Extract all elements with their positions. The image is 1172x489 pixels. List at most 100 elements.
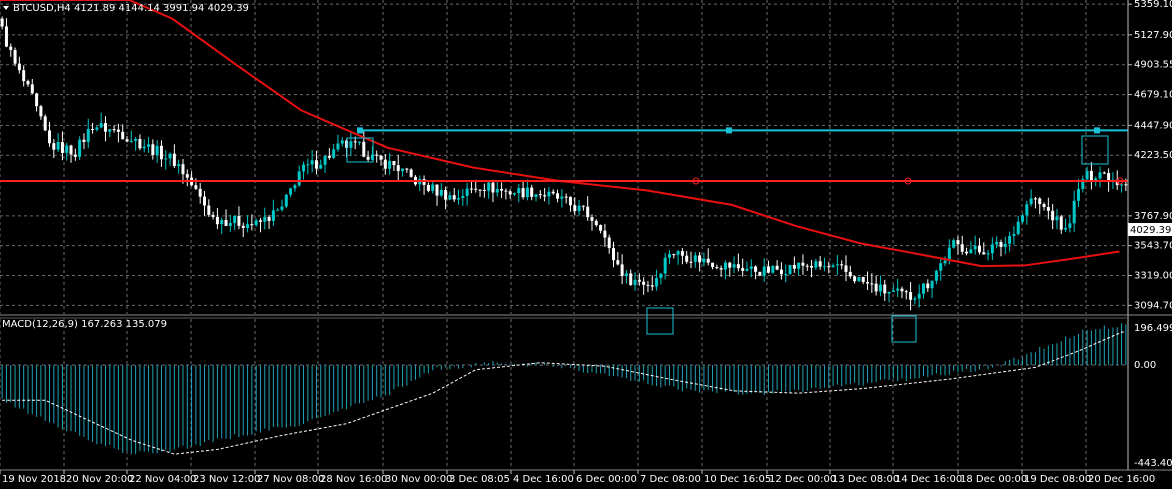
candle-bull bbox=[934, 270, 938, 281]
candle-bear bbox=[616, 260, 620, 265]
candle-bear bbox=[185, 174, 189, 178]
highlight-box-3[interactable] bbox=[646, 307, 674, 335]
candle-bear bbox=[874, 283, 878, 292]
candle-bull bbox=[1025, 204, 1029, 216]
candle-bear bbox=[728, 262, 732, 268]
moving-average-polyline bbox=[0, 0, 1120, 268]
candle-bear bbox=[383, 159, 387, 169]
candle-bear bbox=[435, 184, 439, 196]
candle-bear bbox=[500, 188, 504, 191]
candle-bull bbox=[323, 155, 327, 165]
time-label-1: 20 Nov 20:00 bbox=[66, 474, 133, 485]
candle-bull bbox=[276, 209, 280, 211]
horizontal-lines[interactable] bbox=[0, 127, 1128, 185]
macd-info: MACD(12,26,9) 167.263 135.079 bbox=[2, 319, 167, 330]
candle-bear bbox=[52, 143, 56, 150]
candle-bull bbox=[732, 264, 736, 268]
macd-label-0: 196.499 bbox=[1134, 323, 1172, 334]
macd-label-1: 0.00 bbox=[1134, 360, 1156, 371]
candle-bull bbox=[822, 266, 826, 268]
candle-bear bbox=[48, 130, 52, 144]
candle-bull bbox=[1029, 198, 1033, 205]
candle-bear bbox=[1059, 216, 1063, 230]
candle-bear bbox=[586, 206, 590, 218]
candle-bull bbox=[655, 278, 659, 287]
candle-bull bbox=[969, 249, 973, 254]
candle-bull bbox=[1094, 178, 1098, 181]
price-label-6: 3767.90 bbox=[1134, 211, 1172, 222]
time-label-17: 20 Dec 16:00 bbox=[1088, 474, 1155, 485]
macd-label-2: -443.405 bbox=[1134, 458, 1172, 469]
candle-bear bbox=[91, 128, 95, 130]
candle-bear bbox=[965, 251, 969, 254]
candle-bull bbox=[887, 291, 891, 294]
candle-bear bbox=[474, 188, 478, 190]
candle-bear bbox=[551, 191, 555, 194]
time-label-9: 6 Dec 00:00 bbox=[576, 474, 637, 485]
candle-bull bbox=[340, 140, 344, 144]
candle-bull bbox=[439, 190, 443, 196]
candle-bear bbox=[926, 283, 930, 289]
candle-bear bbox=[715, 267, 719, 269]
candle-bear bbox=[1038, 198, 1042, 205]
candle-bear bbox=[69, 145, 73, 155]
current-line-handle-0[interactable] bbox=[692, 177, 700, 185]
candle-bear bbox=[840, 264, 844, 266]
candle-bear bbox=[116, 129, 120, 132]
time-label-0: 19 Nov 2018 bbox=[2, 474, 66, 485]
resistance-handle-1[interactable] bbox=[726, 127, 732, 134]
highlight-box-1[interactable] bbox=[346, 137, 374, 163]
candle-bull bbox=[108, 129, 112, 132]
moving-average-line bbox=[0, 0, 1120, 268]
candle-bear bbox=[241, 225, 245, 229]
candle-bull bbox=[99, 123, 103, 128]
candle-bull bbox=[831, 265, 835, 268]
candle-bear bbox=[818, 261, 822, 267]
candle-bear bbox=[999, 242, 1003, 247]
candle-bull bbox=[745, 268, 749, 271]
candle-bear bbox=[866, 282, 870, 284]
candle-bull bbox=[891, 290, 895, 292]
candle-bull bbox=[487, 182, 491, 191]
time-label-5: 28 Nov 16:00 bbox=[320, 474, 387, 485]
chart-menu-triangle-icon[interactable] bbox=[3, 6, 9, 10]
candle-bear bbox=[30, 84, 34, 94]
candle-bull bbox=[177, 164, 181, 167]
candle-bear bbox=[151, 144, 155, 155]
highlight-box-2[interactable] bbox=[1081, 135, 1109, 165]
candle-bull bbox=[986, 253, 990, 255]
resistance-handle-0[interactable] bbox=[357, 127, 363, 134]
candle-bear bbox=[848, 271, 852, 277]
candle-bear bbox=[39, 106, 43, 117]
candle-bear bbox=[853, 276, 857, 282]
current-line-handle-1[interactable] bbox=[904, 177, 912, 185]
price-label-5: 4223.50 bbox=[1134, 150, 1172, 161]
candle-bear bbox=[900, 288, 904, 292]
candle-bear bbox=[60, 142, 64, 153]
candle-bull bbox=[943, 260, 947, 264]
candle-bull bbox=[995, 242, 999, 245]
candle-bull bbox=[280, 206, 284, 210]
candle-bear bbox=[590, 217, 594, 221]
candle-bull bbox=[788, 264, 792, 275]
resistance-handle-2[interactable] bbox=[1094, 127, 1100, 134]
candle-bear bbox=[327, 155, 331, 158]
candle-bull bbox=[129, 140, 133, 142]
candle-bull bbox=[947, 247, 951, 261]
candle-bear bbox=[581, 205, 585, 207]
candle-bear bbox=[1042, 204, 1046, 208]
candle-bull bbox=[973, 245, 977, 250]
highlight-box-4[interactable] bbox=[891, 315, 917, 343]
time-label-7: 3 Dec 08:05 bbox=[449, 474, 510, 485]
candle-bear bbox=[362, 141, 366, 157]
candle-bull bbox=[693, 255, 697, 262]
candle-bear bbox=[672, 254, 676, 256]
candle-bear bbox=[603, 230, 607, 238]
candle-bear bbox=[982, 252, 986, 255]
current-line-handle-2[interactable] bbox=[1116, 177, 1124, 185]
candle-bull bbox=[495, 188, 499, 193]
candle-bull bbox=[271, 210, 275, 221]
candle-bull bbox=[784, 274, 788, 276]
candle-bull bbox=[624, 273, 628, 276]
